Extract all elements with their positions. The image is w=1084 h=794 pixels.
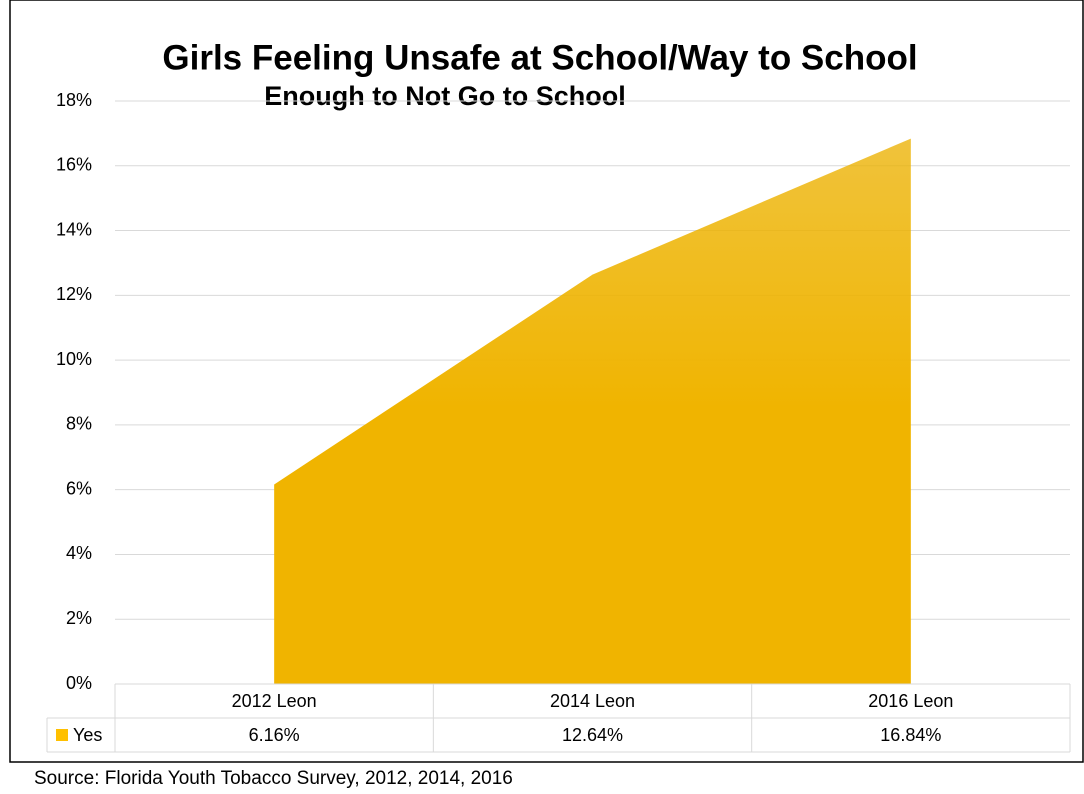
y-tick-label: 16% [56,155,92,175]
data-label: 12.64% [562,725,623,745]
y-tick-label: 8% [66,414,92,434]
x-tick-label: 2014 Leon [550,691,635,711]
chart-subtitle: Enough to Not Go to School [264,81,625,111]
y-tick-label: 10% [56,349,92,369]
y-tick-label: 18% [56,90,92,110]
y-tick-label: 4% [66,543,92,563]
y-tick-label: 12% [56,284,92,304]
y-tick-label: 14% [56,219,92,239]
y-tick-label: 6% [66,478,92,498]
x-tick-label: 2016 Leon [868,691,953,711]
data-label: 16.84% [880,725,941,745]
legend-key [56,729,68,741]
area [274,138,911,684]
legend-label: Yes [73,725,102,745]
source-note: Source: Florida Youth Tobacco Survey, 20… [34,768,513,789]
chart-border [9,0,1084,763]
y-tick-label: 2% [66,608,92,628]
y-tick-label: 0% [66,673,92,693]
data-label: 6.16% [249,725,300,745]
chart-title: Girls Feeling Unsafe at School/Way to Sc… [162,38,917,77]
x-tick-label: 2012 Leon [232,691,317,711]
